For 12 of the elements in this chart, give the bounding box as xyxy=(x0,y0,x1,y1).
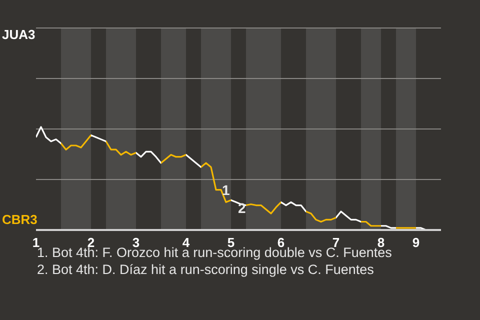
x-tick-label: 4 xyxy=(182,235,190,250)
x-tick-label: 8 xyxy=(377,235,385,250)
text: 2. Bot 4th: D. Díaz hit a run-scoring single vs C. Fuentes xyxy=(37,262,374,277)
x-tick-label: 1 xyxy=(32,235,40,250)
annotation: 1 xyxy=(222,182,230,198)
text: JUA3 xyxy=(2,27,36,42)
x-tick-label: 5 xyxy=(227,235,235,250)
x-tick-label: 9 xyxy=(412,235,420,250)
annotation: CBR3 xyxy=(2,212,38,227)
x-tick-label: 3 xyxy=(132,235,140,250)
annotation: 2 xyxy=(238,200,246,216)
x-tick-label: 6 xyxy=(277,235,285,250)
